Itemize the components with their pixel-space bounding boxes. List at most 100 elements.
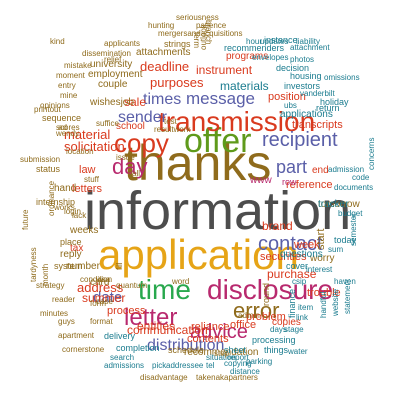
- cloud-word: offer: [184, 122, 252, 160]
- cloud-word: applications: [280, 109, 333, 120]
- cloud-word: opinions: [40, 101, 70, 110]
- cloud-word: addressee: [166, 361, 204, 370]
- cloud-word: hour: [246, 37, 263, 46]
- cloud-word: reader: [52, 295, 76, 304]
- cloud-word: office: [230, 319, 257, 331]
- cloud-word: attachments: [136, 47, 191, 58]
- cloud-word: wishesjob: [90, 97, 134, 108]
- cloud-word: guys: [58, 317, 75, 326]
- cloud-word: reliance: [191, 321, 230, 333]
- cloud-word: works: [54, 203, 75, 212]
- cloud-word: distance: [230, 367, 260, 376]
- cloud-word: instrument: [196, 63, 253, 77]
- cloud-word: number: [66, 261, 100, 272]
- cloud-word: photos: [290, 55, 315, 64]
- cloud-word: ad: [58, 123, 67, 132]
- cloud-word: housing: [290, 71, 322, 81]
- cloud-word: disadvantage: [140, 373, 188, 382]
- cloud-word: visa: [96, 275, 111, 284]
- cloud-word: couple: [98, 79, 128, 90]
- cloud-word: sale: [124, 95, 147, 109]
- cloud-word: holiday: [320, 97, 349, 107]
- cloud-word: completion: [116, 343, 160, 353]
- cloud-word: minutes: [40, 309, 69, 318]
- cloud-word: round: [261, 282, 271, 306]
- cloud-word: deadline: [140, 59, 190, 74]
- cloud-word: reply: [60, 249, 82, 260]
- cloud-word: mergersandacquisitions: [158, 29, 243, 38]
- cloud-word: word: [172, 277, 190, 286]
- cloud-word: error: [233, 298, 280, 323]
- cloud-word: step: [214, 349, 230, 358]
- cloud-word: day: [112, 154, 148, 179]
- cloud-word: today: [334, 235, 357, 245]
- cloud-word: place: [60, 237, 82, 247]
- cloud-word: tomorrow: [318, 199, 360, 210]
- cloud-word: wendy: [56, 129, 80, 138]
- cloud-word: end: [312, 165, 329, 176]
- cloud-word: relief: [104, 55, 122, 64]
- cloud-word: row: [282, 177, 297, 187]
- cloud-word: disclosure: [207, 274, 334, 305]
- cloud-word: decision: [276, 63, 310, 73]
- cloud-word: transcripts: [292, 119, 343, 131]
- cloud-word: admissions: [104, 361, 145, 370]
- cloud-word: issue: [116, 153, 135, 162]
- cloud-word: csip: [292, 277, 307, 286]
- cloud-word: days: [270, 325, 287, 334]
- cloud-word: item: [298, 303, 314, 312]
- cloud-word: scores: [56, 123, 80, 132]
- cloud-word: suffice: [96, 119, 119, 128]
- cloud-word: ubs: [284, 101, 297, 110]
- cloud-word: mistake: [64, 61, 92, 70]
- cloud-word: fill: [115, 262, 124, 270]
- cloud-word: reference: [286, 179, 333, 191]
- cloud-word: sequence: [42, 113, 82, 123]
- cloud-word: hand: [54, 183, 77, 194]
- cloud-word: thanks: [124, 135, 272, 191]
- cloud-word: website: [331, 288, 340, 316]
- cloud-word: questions: [280, 249, 323, 260]
- cloud-word: problem: [246, 311, 286, 323]
- cloud-word: copy: [114, 128, 169, 158]
- cloud-word: omissions: [324, 73, 360, 82]
- cloud-word: condition: [80, 275, 113, 284]
- cloud-word: future: [21, 209, 30, 230]
- cloud-word: www: [250, 175, 272, 186]
- cloud-word: resultwork: [154, 125, 191, 134]
- cloud-word: vanderbilt: [300, 89, 335, 98]
- cloud-word: case: [96, 297, 113, 306]
- cloud-word: outlook: [199, 24, 208, 50]
- cloud-word: securities: [260, 251, 307, 263]
- cloud-word: processing: [252, 335, 296, 345]
- cloud-word: parking: [246, 357, 273, 366]
- cloud-word: application: [98, 231, 299, 278]
- cloud-word: sender: [118, 109, 167, 126]
- cloud-word: water: [288, 347, 308, 356]
- cloud-word: login: [64, 207, 81, 216]
- cloud-word: hunting: [148, 21, 175, 30]
- cloud-word: admin: [238, 311, 260, 320]
- cloud-word: submission: [20, 155, 61, 164]
- cloud-word: date: [93, 289, 123, 306]
- cloud-word: school: [116, 121, 145, 132]
- cloud-word: address: [77, 280, 124, 295]
- cloud-word: month: [41, 263, 50, 286]
- cloud-word: stuff: [84, 175, 99, 184]
- cloud-word: instance: [264, 35, 298, 45]
- cloud-word: recommendation: [184, 347, 259, 358]
- cloud-word: card: [90, 277, 110, 288]
- cloud-word: internship: [36, 197, 76, 207]
- cloud-word: link: [296, 313, 309, 322]
- cloud-word: week: [294, 239, 320, 251]
- cloud-word: brand: [262, 219, 293, 233]
- cloud-word: seriousness: [176, 13, 219, 22]
- cloud-word: location: [66, 147, 94, 156]
- cloud-word: status: [36, 164, 61, 174]
- cloud-word: materials: [220, 79, 269, 93]
- cloud-word: position: [268, 91, 306, 103]
- cloud-word: budget: [338, 209, 363, 218]
- cloud-word: things: [264, 345, 289, 355]
- cloud-word: material: [64, 127, 111, 142]
- cloud-word: employment: [88, 69, 143, 80]
